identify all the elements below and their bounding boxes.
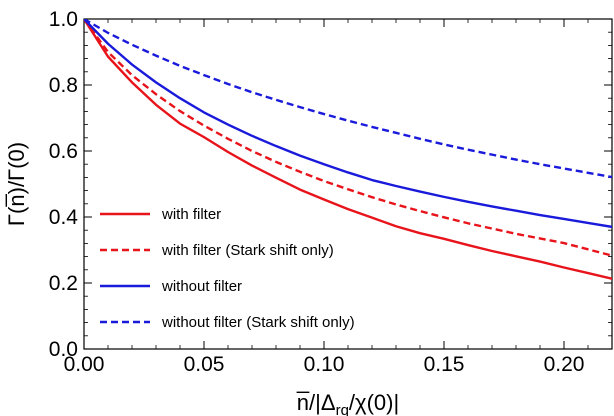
series-line-2: [84, 19, 612, 257]
axis-ticks: 0.00 0.05 0.10 0.15 0.20 0.0 0.2 0.4 0.6 0.8 1.0: [49, 8, 613, 376]
series-line-4: [84, 19, 612, 179]
y-axis-label: Γ(n̅)/Γ(0): [4, 142, 29, 226]
legend-label: without filter: [161, 278, 242, 295]
x-tick-label: 0.00: [64, 353, 105, 376]
y-tick-label: 0.6: [49, 140, 78, 163]
x-axis-label-part: /χ(0)|: [349, 390, 399, 415]
legend: with filter with filter (Stark shift only…: [100, 206, 355, 331]
x-tick-label: 0.05: [184, 353, 225, 376]
x-tick-label: 0.15: [424, 353, 465, 376]
series-line-3: [84, 19, 612, 229]
x-axis-label: n̅/|Δrq/χ(0)|: [296, 390, 399, 416]
plot-border: [83, 18, 613, 350]
series-lines: [84, 19, 612, 280]
x-axis-label-part: rq: [336, 402, 349, 416]
y-tick-label: 0.8: [49, 74, 78, 97]
x-tick-label: 0.10: [304, 353, 345, 376]
axis-labels: n̅/|Δrq/χ(0)| Γ(n̅)/Γ(0): [4, 142, 399, 416]
series-line-1: [84, 19, 612, 280]
y-tick-label: 0.4: [49, 206, 79, 229]
legend-label: without filter (Stark shift only): [161, 314, 355, 331]
x-axis-label-part: n̅: [296, 390, 310, 415]
x-axis-label-part: /|Δ: [309, 390, 336, 415]
y-tick-label: 0.2: [49, 272, 78, 295]
legend-label: with filter: [161, 206, 221, 223]
y-tick-label: 0.0: [49, 338, 78, 361]
plot-frame: [83, 18, 613, 350]
y-tick-label: 1.0: [49, 8, 78, 31]
x-tick-label: 0.20: [544, 353, 585, 376]
legend-label: with filter (Stark shift only): [161, 242, 334, 259]
